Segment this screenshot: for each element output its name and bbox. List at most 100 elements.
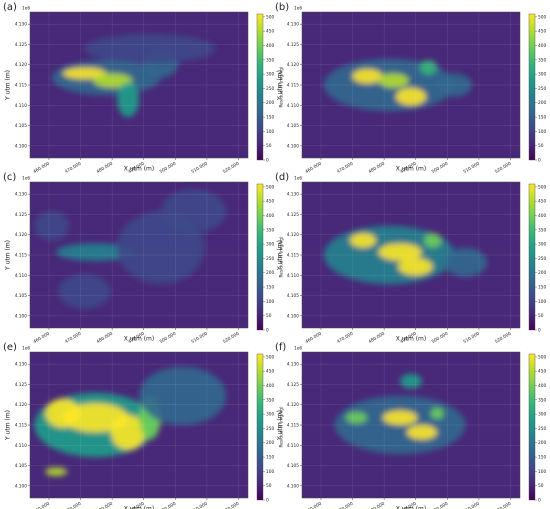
colorbar-tick-label: 150 [266, 285, 274, 291]
y-tick-label: 4.110 [15, 103, 28, 109]
map-texture [323, 225, 488, 285]
y-offset: 1e6 [22, 346, 30, 352]
colorbar-tick-label: 50 [266, 483, 272, 489]
hotspot [437, 73, 473, 97]
y-tick-label: 4.120 [15, 232, 28, 238]
y-axis-label: Y utm (m) [5, 240, 12, 271]
panel: (e) 460.000 470.000 480.000 490.000 500.000 51… [3, 342, 285, 509]
colorbar-tick-label: 500 [538, 354, 546, 360]
hotspot [400, 373, 422, 389]
colorbar-tick-label: 300 [266, 72, 274, 78]
colorbar-tick-label: 0 [266, 498, 269, 504]
hotspot [424, 233, 442, 248]
colorbar-tick-label: 200 [538, 440, 546, 446]
colorbar [528, 353, 536, 501]
hotspot [378, 73, 409, 88]
y-offset: 1e6 [294, 346, 302, 352]
y-tick-label: 4.105 [15, 293, 28, 299]
x-tick-label: 470.000 [336, 331, 355, 345]
x-tick-label: 510.000 [462, 161, 481, 175]
hotspot [406, 425, 438, 440]
x-tick-label: 500.000 [431, 501, 450, 509]
hotspot [62, 403, 129, 433]
x-tick-label: 460.000 [304, 161, 323, 175]
y-tick-label: 4.110 [287, 273, 300, 279]
x-axis-label: X utm (m) [124, 336, 154, 343]
y-tick-label: 4.110 [15, 273, 28, 279]
x-tick-label: 510.000 [462, 501, 481, 509]
y-axis-label: Y utm (m) [5, 70, 12, 101]
colorbar-tick-label: 100 [538, 469, 546, 475]
y-tick-label: 4.130 [15, 192, 28, 198]
colorbar-tick-label: 450 [538, 199, 546, 205]
panel: (c)460.000 470.000 480.000 490.000 500.000 51… [3, 172, 285, 345]
x-tick-label: 520.000 [222, 501, 241, 509]
hotspot [139, 366, 227, 425]
colorbar-tick-label: 100 [266, 299, 274, 305]
colorbar-tick-label: 0 [266, 328, 269, 334]
panel: (a)460.000 470.000 480.000 490.000 500.000 51… [3, 2, 285, 175]
colorbar-tick-label: 500 [266, 354, 274, 360]
colorbar-tick-label: 100 [538, 299, 546, 305]
y-tick-label: 4.110 [287, 443, 300, 449]
y-offset: 1e6 [294, 6, 302, 12]
colorbar-tick-label: 500 [538, 14, 546, 20]
x-tick-label: 500.000 [159, 161, 178, 175]
panel-label: (d) [275, 172, 289, 183]
hotspot [84, 33, 216, 64]
colorbar-tick-label: 150 [266, 455, 274, 461]
hotspot [395, 87, 427, 106]
panel: (f) 460.000 470.000 480.000 490.000 500.000 51… [275, 342, 546, 509]
heatmap [302, 12, 520, 158]
y-tick-label: 4.130 [15, 22, 28, 28]
colorbar-tick-label: 50 [538, 483, 544, 489]
colorbar-label: Residual N (mg/kg) [279, 66, 285, 107]
x-tick-label: 470.000 [336, 161, 355, 175]
y-tick-label: 4.100 [15, 313, 28, 319]
panel-label: (e) [3, 342, 17, 353]
y-axis-label: Y utm (m) [277, 70, 284, 101]
hotspot [443, 247, 488, 277]
hotspot [349, 233, 377, 248]
colorbar-label: Residual N (mg/kg) [279, 236, 285, 277]
x-tick-label: 520.000 [222, 331, 241, 345]
x-tick-label: 480.000 [95, 501, 114, 509]
x-tick-label: 460.000 [32, 331, 51, 345]
x-tick-label: 520.000 [494, 501, 513, 509]
y-tick-label: 4.105 [15, 123, 28, 129]
x-tick-label: 480.000 [95, 331, 114, 345]
x-tick-label: 500.000 [431, 331, 450, 345]
colorbar-tick-label: 100 [266, 469, 274, 475]
map-texture [334, 373, 466, 455]
colorbar-tick-label: 350 [538, 397, 546, 403]
colorbar-tick-label: 150 [538, 285, 546, 291]
colorbar-tick-label: 300 [538, 412, 546, 418]
map-texture [34, 189, 227, 310]
x-tick-label: 470.000 [64, 161, 83, 175]
x-axis-label: X utm (m) [124, 166, 154, 173]
colorbar-tick-label: 350 [266, 227, 274, 233]
colorbar-tick-label: 300 [266, 242, 274, 248]
colorbar-tick-label: 400 [266, 383, 274, 389]
y-tick-label: 4.125 [15, 42, 28, 48]
colorbar-tick-label: 450 [266, 199, 274, 205]
y-tick-label: 4.120 [15, 62, 28, 68]
panel-label: (a) [3, 2, 17, 13]
x-tick-label: 470.000 [336, 501, 355, 509]
colorbar-tick-label: 450 [538, 369, 546, 375]
y-tick-label: 4.115 [15, 253, 28, 259]
colorbar-tick-label: 350 [538, 227, 546, 233]
colorbar-tick-label: 200 [266, 440, 274, 446]
colorbar-tick-label: 50 [538, 143, 544, 149]
hotspot [58, 273, 111, 310]
y-tick-label: 4.130 [287, 192, 300, 198]
hotspot [45, 467, 68, 477]
hotspot [378, 243, 422, 261]
colorbar-tick-label: 250 [538, 86, 546, 92]
colorbar-tick-label: 400 [538, 213, 546, 219]
y-tick-label: 4.115 [287, 423, 300, 429]
hotspot [117, 82, 139, 118]
heatmap [30, 182, 248, 328]
x-tick-label: 500.000 [159, 501, 178, 509]
